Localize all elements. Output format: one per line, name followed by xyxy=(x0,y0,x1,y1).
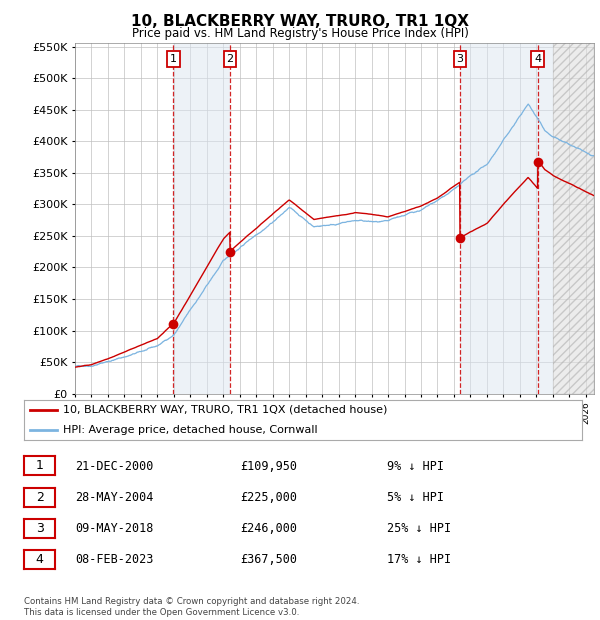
Text: 3: 3 xyxy=(457,54,463,64)
Text: Contains HM Land Registry data © Crown copyright and database right 2024.
This d: Contains HM Land Registry data © Crown c… xyxy=(24,598,359,617)
Text: 4: 4 xyxy=(35,553,44,565)
Text: HPI: Average price, detached house, Cornwall: HPI: Average price, detached house, Corn… xyxy=(63,425,317,435)
Bar xyxy=(460,43,553,394)
Text: 28-MAY-2004: 28-MAY-2004 xyxy=(75,492,154,504)
Text: 08-FEB-2023: 08-FEB-2023 xyxy=(75,554,154,566)
Bar xyxy=(553,43,594,394)
Text: 3: 3 xyxy=(35,522,44,534)
Text: 10, BLACKBERRY WAY, TRURO, TR1 1QX: 10, BLACKBERRY WAY, TRURO, TR1 1QX xyxy=(131,14,469,29)
Text: 2: 2 xyxy=(226,54,233,64)
Text: 5% ↓ HPI: 5% ↓ HPI xyxy=(387,492,444,504)
Text: 25% ↓ HPI: 25% ↓ HPI xyxy=(387,523,451,535)
Text: 4: 4 xyxy=(534,54,541,64)
Text: £246,000: £246,000 xyxy=(240,523,297,535)
Text: £367,500: £367,500 xyxy=(240,554,297,566)
Text: 1: 1 xyxy=(35,459,44,472)
Text: 1: 1 xyxy=(170,54,177,64)
Text: 17% ↓ HPI: 17% ↓ HPI xyxy=(387,554,451,566)
Bar xyxy=(173,43,230,394)
Text: 10, BLACKBERRY WAY, TRURO, TR1 1QX (detached house): 10, BLACKBERRY WAY, TRURO, TR1 1QX (deta… xyxy=(63,405,388,415)
Text: £225,000: £225,000 xyxy=(240,492,297,504)
Text: 09-MAY-2018: 09-MAY-2018 xyxy=(75,523,154,535)
Text: 2: 2 xyxy=(35,491,44,503)
Text: Price paid vs. HM Land Registry's House Price Index (HPI): Price paid vs. HM Land Registry's House … xyxy=(131,27,469,40)
Text: 21-DEC-2000: 21-DEC-2000 xyxy=(75,460,154,472)
Text: 9% ↓ HPI: 9% ↓ HPI xyxy=(387,460,444,472)
Text: £109,950: £109,950 xyxy=(240,460,297,472)
